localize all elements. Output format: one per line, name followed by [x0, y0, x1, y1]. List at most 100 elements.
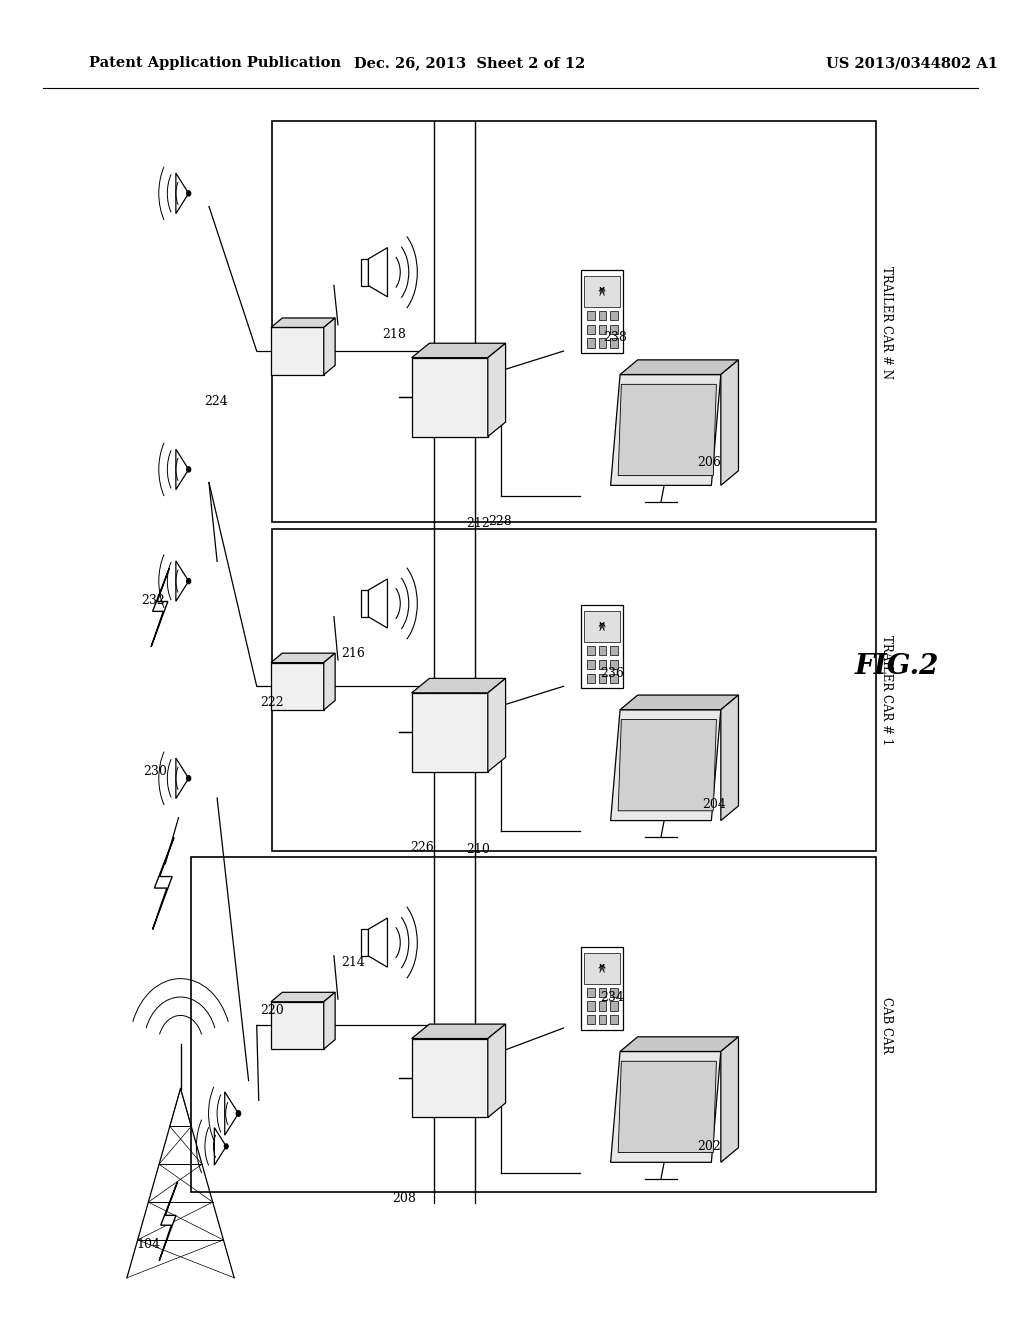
Polygon shape: [412, 1024, 506, 1039]
Polygon shape: [324, 993, 335, 1049]
Text: 226: 226: [411, 841, 434, 854]
Text: 210: 210: [466, 842, 490, 855]
Polygon shape: [176, 173, 188, 214]
Polygon shape: [369, 917, 387, 968]
Polygon shape: [153, 837, 174, 929]
Polygon shape: [621, 696, 738, 710]
Polygon shape: [487, 1024, 506, 1118]
Text: 204: 204: [701, 799, 726, 810]
Text: 222: 222: [260, 696, 284, 709]
Bar: [587, 338, 595, 347]
Text: FIG.2: FIG.2: [854, 653, 939, 680]
Polygon shape: [271, 653, 335, 663]
Circle shape: [237, 1110, 241, 1117]
Polygon shape: [214, 1127, 226, 1166]
Polygon shape: [412, 343, 506, 358]
Polygon shape: [610, 375, 721, 486]
Polygon shape: [585, 953, 620, 983]
Text: 218: 218: [382, 327, 406, 341]
Polygon shape: [271, 318, 335, 327]
Polygon shape: [610, 1052, 721, 1163]
Polygon shape: [176, 758, 188, 799]
Polygon shape: [621, 1036, 738, 1052]
Polygon shape: [360, 590, 369, 616]
Circle shape: [186, 467, 190, 473]
Polygon shape: [721, 1036, 738, 1163]
Polygon shape: [412, 358, 487, 437]
Text: 236: 236: [600, 667, 625, 680]
Bar: [599, 987, 606, 997]
Text: Patent Application Publication: Patent Application Publication: [89, 57, 341, 70]
Text: US 2013/0344802 A1: US 2013/0344802 A1: [826, 57, 998, 70]
Polygon shape: [152, 568, 169, 647]
Text: 208: 208: [392, 1192, 416, 1205]
Bar: [587, 987, 595, 997]
Polygon shape: [610, 710, 721, 821]
Polygon shape: [271, 1002, 324, 1049]
Bar: [599, 338, 606, 347]
Polygon shape: [369, 248, 387, 297]
Polygon shape: [618, 384, 717, 475]
Bar: [599, 645, 606, 655]
Text: 224: 224: [204, 395, 228, 408]
Polygon shape: [585, 611, 620, 643]
Polygon shape: [271, 327, 324, 375]
Text: 206: 206: [696, 457, 721, 470]
Polygon shape: [618, 1061, 717, 1152]
Circle shape: [224, 1144, 228, 1148]
Bar: [587, 1002, 595, 1011]
Polygon shape: [324, 653, 335, 710]
Polygon shape: [360, 259, 369, 285]
Text: 220: 220: [260, 1005, 284, 1018]
Bar: [610, 645, 617, 655]
Bar: [587, 1015, 595, 1024]
Polygon shape: [176, 561, 188, 602]
Polygon shape: [271, 993, 335, 1002]
Bar: [587, 645, 595, 655]
Circle shape: [186, 578, 190, 583]
Polygon shape: [412, 678, 506, 693]
Polygon shape: [721, 360, 738, 486]
Text: CAB CAR: CAB CAR: [880, 997, 893, 1053]
Text: 202: 202: [697, 1140, 721, 1152]
Polygon shape: [412, 693, 487, 772]
Text: 104: 104: [136, 1238, 160, 1251]
Bar: [587, 673, 595, 682]
Text: 216: 216: [341, 647, 366, 660]
Bar: [610, 660, 617, 669]
Bar: [190, 857, 877, 1192]
Polygon shape: [412, 1039, 487, 1118]
Bar: [599, 310, 606, 319]
Text: 228: 228: [488, 516, 512, 528]
Bar: [599, 325, 606, 334]
Bar: [599, 1015, 606, 1024]
Bar: [272, 121, 877, 521]
Polygon shape: [618, 719, 717, 810]
Bar: [610, 310, 617, 319]
Text: 232: 232: [141, 594, 165, 607]
Text: 230: 230: [143, 766, 167, 779]
Bar: [587, 660, 595, 669]
Bar: [610, 673, 617, 682]
Polygon shape: [176, 449, 188, 490]
Polygon shape: [224, 1092, 239, 1135]
Polygon shape: [581, 606, 624, 688]
Text: 234: 234: [600, 991, 625, 1005]
Bar: [587, 310, 595, 319]
Polygon shape: [581, 948, 624, 1030]
Bar: [610, 987, 617, 997]
Circle shape: [186, 776, 190, 781]
Polygon shape: [271, 663, 324, 710]
Polygon shape: [159, 1181, 177, 1261]
Bar: [610, 338, 617, 347]
Polygon shape: [581, 271, 624, 352]
Bar: [599, 673, 606, 682]
Polygon shape: [324, 318, 335, 375]
Bar: [610, 1002, 617, 1011]
Bar: [587, 325, 595, 334]
Bar: [272, 528, 877, 850]
Polygon shape: [369, 579, 387, 628]
Text: 238: 238: [603, 331, 628, 345]
Bar: [610, 325, 617, 334]
Text: TRAILER CAR # 1: TRAILER CAR # 1: [880, 635, 893, 746]
